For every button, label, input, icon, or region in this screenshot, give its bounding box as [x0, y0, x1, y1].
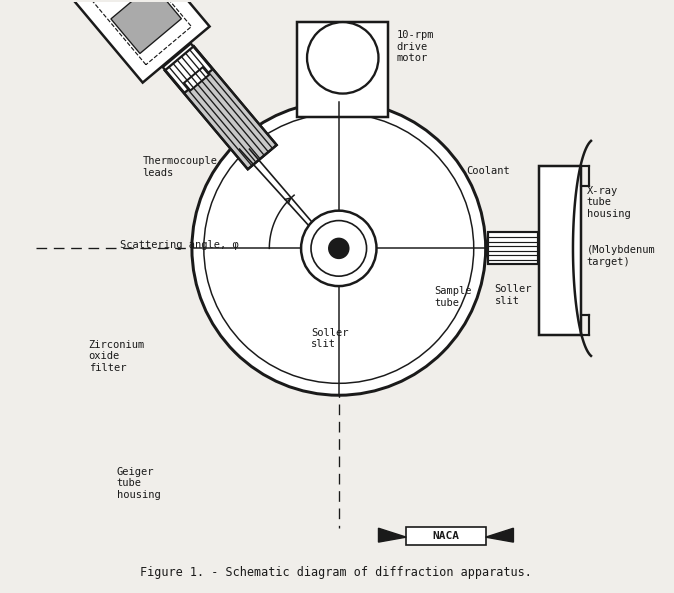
Polygon shape — [487, 232, 539, 264]
Text: Coolant: Coolant — [466, 166, 510, 176]
Polygon shape — [165, 46, 277, 169]
Polygon shape — [539, 166, 581, 334]
Text: Sample
tube: Sample tube — [434, 286, 472, 308]
Text: Soller
slit: Soller slit — [311, 328, 348, 349]
Polygon shape — [379, 528, 406, 542]
Polygon shape — [162, 43, 212, 93]
Circle shape — [301, 211, 377, 286]
Circle shape — [307, 22, 379, 94]
Polygon shape — [486, 528, 514, 542]
Text: (Molybdenum
target): (Molybdenum target) — [587, 246, 656, 267]
Text: Thermocouple
leads: Thermocouple leads — [142, 156, 217, 178]
Text: NACA: NACA — [433, 531, 460, 541]
Polygon shape — [297, 22, 388, 117]
Text: X-ray
tube
housing: X-ray tube housing — [587, 186, 631, 219]
Text: Scattering angle, φ: Scattering angle, φ — [121, 240, 239, 250]
Text: Geiger
tube
housing: Geiger tube housing — [117, 467, 160, 500]
Text: Zirconium
oxide
filter: Zirconium oxide filter — [89, 340, 145, 373]
Text: Soller
slit: Soller slit — [495, 284, 532, 306]
Text: Figure 1. - Schematic diagram of diffraction apparatus.: Figure 1. - Schematic diagram of diffrac… — [140, 566, 532, 579]
Circle shape — [192, 101, 486, 396]
Polygon shape — [184, 67, 209, 91]
Text: 10-rpm
drive
motor: 10-rpm drive motor — [396, 30, 434, 63]
Circle shape — [329, 238, 348, 259]
Circle shape — [311, 221, 367, 276]
Polygon shape — [111, 0, 181, 53]
FancyBboxPatch shape — [406, 527, 486, 545]
Polygon shape — [60, 0, 210, 82]
